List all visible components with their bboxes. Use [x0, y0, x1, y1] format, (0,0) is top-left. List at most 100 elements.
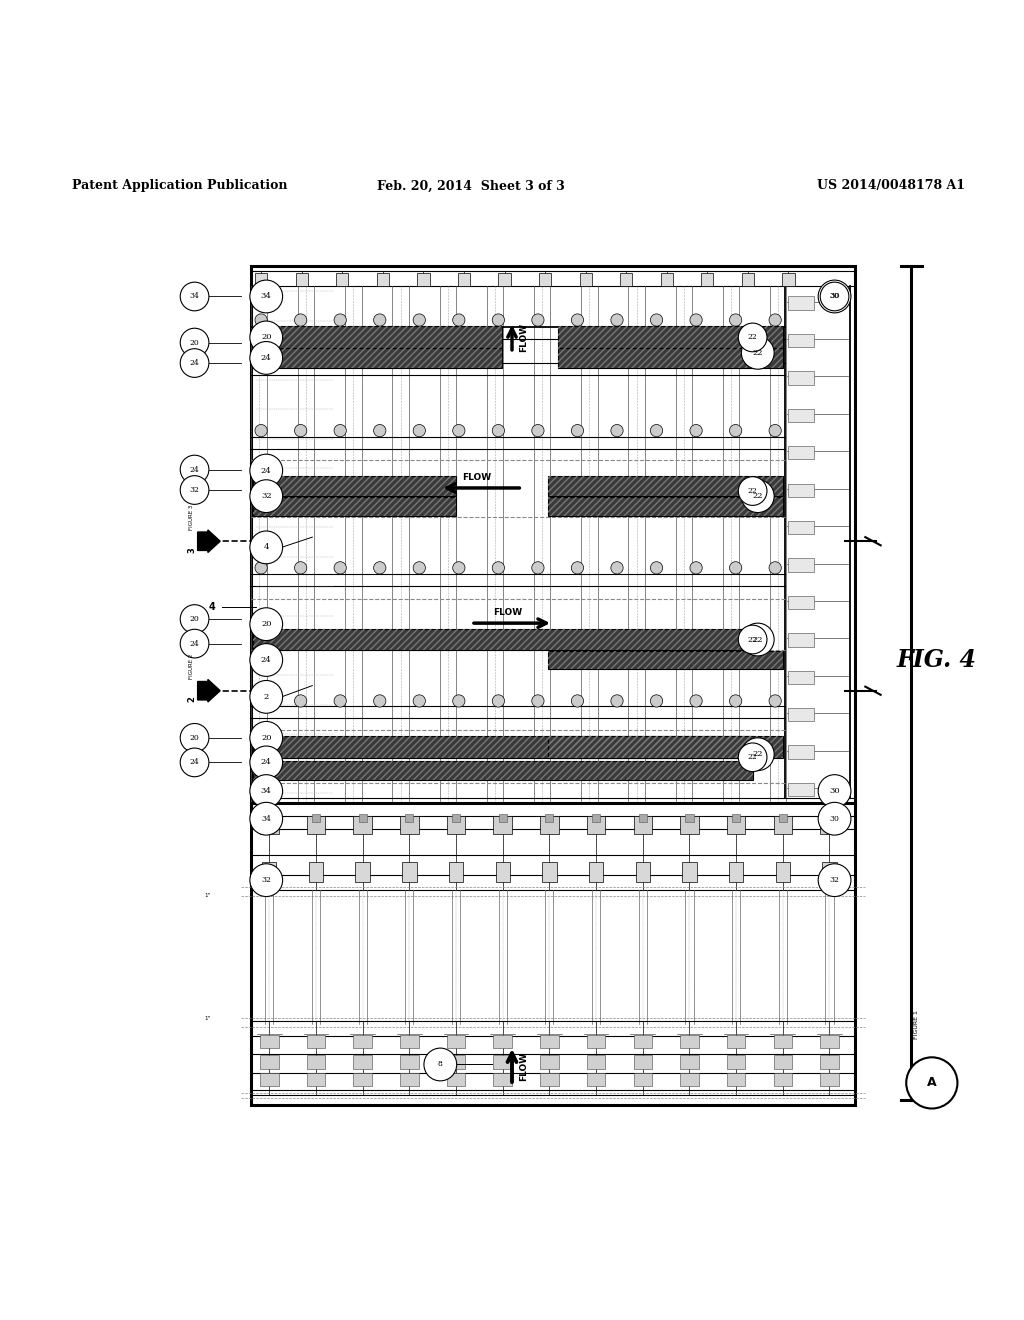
Text: 24: 24	[189, 466, 200, 474]
Bar	[253, 347, 502, 368]
Bar	[458, 273, 470, 286]
Bar	[741, 273, 754, 286]
Bar	[788, 446, 814, 459]
Bar	[260, 1035, 279, 1048]
Circle shape	[413, 314, 425, 326]
Bar	[449, 862, 463, 882]
Bar	[262, 862, 276, 882]
Bar	[377, 273, 389, 286]
Bar	[621, 273, 633, 286]
Circle shape	[571, 694, 584, 708]
Text: FIGURE 1: FIGURE 1	[914, 1010, 920, 1039]
Circle shape	[818, 280, 851, 313]
Bar	[773, 816, 792, 834]
Circle shape	[741, 337, 774, 370]
Text: 1": 1"	[204, 1016, 210, 1020]
Circle shape	[180, 630, 209, 657]
Circle shape	[413, 694, 425, 708]
Bar	[680, 1035, 698, 1048]
Bar	[589, 862, 603, 882]
Circle shape	[906, 1057, 957, 1109]
Circle shape	[690, 694, 702, 708]
Circle shape	[729, 694, 741, 708]
Bar	[539, 273, 551, 286]
Bar	[400, 1035, 419, 1048]
Text: 1": 1"	[204, 894, 210, 898]
Circle shape	[531, 314, 544, 326]
Circle shape	[250, 722, 283, 754]
Text: 22: 22	[753, 750, 763, 758]
Circle shape	[250, 342, 283, 375]
Bar	[727, 1073, 745, 1086]
Bar	[587, 1073, 605, 1086]
Bar	[496, 862, 510, 882]
Bar	[634, 1073, 652, 1086]
Circle shape	[571, 314, 584, 326]
Circle shape	[424, 1048, 457, 1081]
Circle shape	[818, 803, 851, 836]
Bar	[402, 862, 417, 882]
Bar	[825, 813, 834, 822]
Text: 2: 2	[263, 693, 269, 701]
Bar	[727, 1055, 745, 1069]
Circle shape	[769, 694, 781, 708]
Bar	[788, 634, 814, 647]
Bar	[820, 816, 839, 834]
Circle shape	[741, 623, 774, 656]
Text: 24: 24	[261, 759, 271, 767]
Bar	[307, 1055, 326, 1069]
Bar	[400, 1073, 419, 1086]
Bar	[682, 862, 696, 882]
Text: 24: 24	[261, 656, 271, 664]
Text: 34: 34	[261, 787, 271, 795]
Circle shape	[250, 775, 283, 808]
Circle shape	[690, 562, 702, 574]
Bar	[494, 1035, 512, 1048]
Text: 24: 24	[261, 354, 271, 362]
Text: 20: 20	[189, 615, 200, 623]
Circle shape	[769, 314, 781, 326]
Bar	[260, 816, 279, 834]
Bar	[400, 816, 419, 834]
Circle shape	[738, 477, 767, 506]
Circle shape	[729, 562, 741, 574]
Circle shape	[413, 562, 425, 574]
Circle shape	[453, 314, 465, 326]
Circle shape	[250, 531, 283, 564]
Circle shape	[295, 425, 307, 437]
Text: 34: 34	[261, 814, 271, 822]
Text: FLOW: FLOW	[519, 323, 528, 352]
Text: 30: 30	[829, 814, 840, 822]
Bar	[680, 1073, 698, 1086]
Bar	[680, 816, 698, 834]
Text: 20: 20	[189, 734, 200, 742]
Circle shape	[180, 455, 209, 484]
Circle shape	[180, 748, 209, 776]
Bar	[548, 651, 783, 669]
Bar	[773, 1073, 792, 1086]
Text: FLOW: FLOW	[494, 609, 522, 616]
Bar	[822, 862, 837, 882]
Text: 24: 24	[189, 640, 200, 648]
Circle shape	[255, 425, 267, 437]
Bar	[253, 498, 456, 516]
Text: 4: 4	[263, 544, 269, 552]
Circle shape	[374, 694, 386, 708]
Bar	[307, 816, 326, 834]
Bar	[634, 1055, 652, 1069]
Text: 32: 32	[829, 876, 840, 884]
Bar	[587, 816, 605, 834]
Circle shape	[180, 329, 209, 356]
Circle shape	[295, 694, 307, 708]
Circle shape	[250, 746, 283, 779]
Bar	[732, 813, 740, 822]
Circle shape	[531, 562, 544, 574]
Text: FIGURE 2: FIGURE 2	[189, 655, 194, 680]
Circle shape	[413, 425, 425, 437]
Circle shape	[738, 743, 767, 772]
FancyArrow shape	[198, 529, 220, 553]
Bar	[548, 735, 783, 758]
Circle shape	[180, 282, 209, 310]
Bar	[788, 558, 814, 572]
Bar	[400, 1055, 419, 1069]
